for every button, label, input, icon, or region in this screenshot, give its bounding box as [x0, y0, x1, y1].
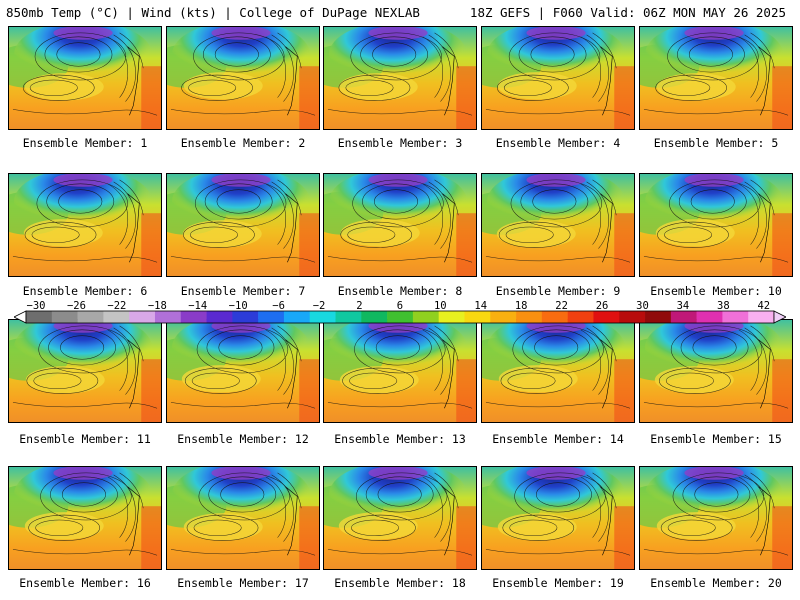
ensemble-member-map [166, 173, 320, 277]
colorbar-tick-label: −10 [228, 300, 248, 312]
ensemble-member-map [481, 173, 635, 277]
colorbar-tick-label: 22 [555, 300, 568, 312]
colorbar-tick-label: 2 [356, 300, 363, 312]
ensemble-member-label: Ensemble Member: 2 [180, 136, 306, 150]
ensemble-member-label: Ensemble Member: 12 [177, 432, 309, 446]
colorbar-high-arrow [773, 310, 786, 324]
colorbar-tick-label: 14 [474, 300, 488, 312]
colorbar-tick-labels: −30 −26 −22 −18 −14 −10 −6 −2 2 6 10 14 18 22 26 30 34 38… [14, 300, 786, 312]
colorbar-segment [645, 311, 672, 323]
colorbar-segment [258, 311, 285, 323]
colorbar-tick-label: −2 [312, 300, 326, 312]
colorbar-scale [14, 310, 786, 324]
ensemble-member-map [8, 319, 162, 423]
colorbar-segment [541, 311, 568, 323]
ensemble-member-label: Ensemble Member: 6 [22, 284, 148, 298]
ensemble-member-label: Ensemble Member: 11 [19, 432, 151, 446]
ensemble-member-map [481, 466, 635, 570]
colorbar-tick-label: 18 [514, 300, 528, 312]
colorbar-segment [26, 311, 53, 323]
colorbar-segment [77, 311, 104, 323]
colorbar-segment [335, 311, 362, 323]
ensemble-member-label: Ensemble Member: 19 [492, 576, 624, 590]
ensemble-member-map [323, 173, 477, 277]
colorbar-segment [670, 311, 697, 323]
colorbar-segment [206, 311, 233, 323]
colorbar-tick-label: −14 [188, 300, 208, 312]
ensemble-member-label: Ensemble Member: 1 [22, 136, 148, 150]
colorbar-segment [387, 311, 414, 323]
colorbar-tick-label: 38 [717, 300, 730, 312]
colorbar-segment [51, 311, 78, 323]
colorbar-tick-label: −6 [272, 300, 285, 312]
colorbar-segment [696, 311, 723, 323]
colorbar-segment [748, 311, 775, 323]
ensemble-member-label: Ensemble Member: 5 [653, 136, 779, 150]
colorbar-tick-label: −18 [147, 300, 167, 312]
ensemble-member-label: Ensemble Member: 15 [650, 432, 782, 446]
page-header: 850mb Temp (°C) | Wind (kts) | College o… [0, 0, 800, 22]
colorbar-tick-label: 6 [396, 300, 404, 312]
colorbar-segment [129, 311, 156, 323]
colorbar-tick-label: 26 [595, 300, 609, 312]
colorbar-segment [516, 311, 543, 323]
ensemble-member-label: Ensemble Member: 7 [180, 284, 306, 298]
colorbar-tick-label: −30 [26, 300, 46, 312]
ensemble-member-label: Ensemble Member: 4 [495, 136, 621, 150]
colorbar-segment [232, 311, 259, 323]
colorbar-tick-label: −22 [107, 300, 127, 312]
colorbar-segment [464, 311, 491, 323]
ensemble-member-label: Ensemble Member: 3 [337, 136, 463, 150]
colorbar-segment [103, 311, 130, 323]
colorbar-tick-label: 10 [433, 300, 447, 312]
ensemble-member-label: Ensemble Member: 16 [19, 576, 151, 590]
ensemble-member-label: Ensemble Member: 14 [492, 432, 624, 446]
ensemble-member-map [639, 466, 793, 570]
ensemble-member-map [323, 466, 477, 570]
ensemble-member-map [481, 26, 635, 130]
colorbar-segment [593, 311, 620, 323]
ensemble-member-label: Ensemble Member: 10 [650, 284, 782, 298]
colorbar-low-arrow [14, 310, 27, 324]
colorbar-tick-label: 30 [636, 300, 649, 312]
run-valid-time: 18Z GEFS | F060 Valid: 06Z MON MAY 26 20… [469, 5, 786, 20]
colorbar-segment [361, 311, 388, 323]
ensemble-member-map [8, 173, 162, 277]
ensemble-member-map [481, 319, 635, 423]
colorbar-segment [438, 311, 465, 323]
ensemble-member-map [166, 26, 320, 130]
colorbar-segment [490, 311, 517, 323]
ensemble-member-label: Ensemble Member: 18 [334, 576, 466, 590]
colorbar-segment [567, 311, 594, 323]
ensemble-member-map [323, 319, 477, 423]
ensemble-member-label: Ensemble Member: 20 [650, 576, 782, 590]
ensemble-member-map [166, 319, 320, 423]
colorbar-segment [180, 311, 207, 323]
colorbar-segment [309, 311, 336, 323]
temperature-colorbar: −30 −26 −22 −18 −14 −10 −6 −2 2 6 10 14 18 22 26 30 34 38… [14, 300, 786, 326]
ensemble-member-map [8, 466, 162, 570]
colorbar-tick-label: 42 [757, 300, 771, 312]
colorbar-segment [619, 311, 646, 323]
ensemble-member-label: Ensemble Member: 9 [495, 284, 621, 298]
colorbar-segment [283, 311, 311, 323]
colorbar-segment [154, 311, 182, 323]
colorbar-tick-label: −26 [66, 300, 86, 312]
ensemble-member-map [166, 466, 320, 570]
colorbar-tick-label: 34 [676, 300, 690, 312]
ensemble-member-label: Ensemble Member: 13 [334, 432, 466, 446]
ensemble-member-label: Ensemble Member: 17 [177, 576, 309, 590]
ensemble-member-map [639, 26, 793, 130]
ensemble-member-map [639, 319, 793, 423]
product-title: 850mb Temp (°C) | Wind (kts) | College o… [6, 5, 420, 20]
colorbar-segment [722, 311, 749, 323]
ensemble-member-label: Ensemble Member: 8 [337, 284, 463, 298]
colorbar-segment [412, 311, 439, 323]
ensemble-member-map [8, 26, 162, 130]
ensemble-member-map [639, 173, 793, 277]
ensemble-member-map [323, 26, 477, 130]
